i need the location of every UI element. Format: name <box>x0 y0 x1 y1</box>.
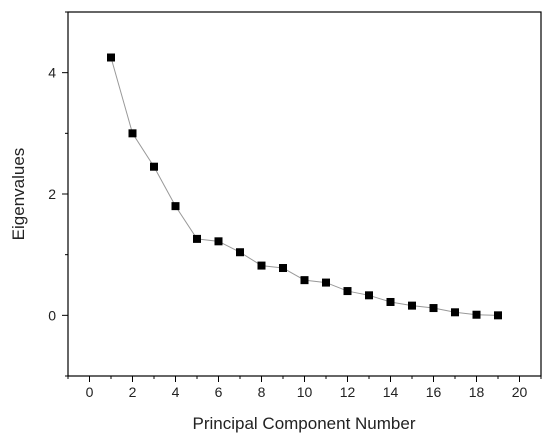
y-axis-ticks: 0 2 4 <box>48 11 68 377</box>
data-point <box>214 237 223 246</box>
data-point <box>408 301 416 310</box>
data-point <box>300 276 309 285</box>
y-tick-label: 0 <box>48 307 56 323</box>
data-point <box>107 53 115 62</box>
x-tick-label: 4 <box>172 384 180 400</box>
x-tick-label: 20 <box>512 384 528 400</box>
data-point <box>236 248 244 257</box>
y-axis-label: Eigenvalues <box>9 148 28 241</box>
x-axis-ticks: 0 2 4 6 8 10 12 14 16 18 20 <box>67 376 542 400</box>
y-tick-label: 2 <box>48 186 56 202</box>
x-axis-label: Principal Component Number <box>193 414 416 433</box>
data-point <box>451 308 459 317</box>
x-tick-label: 18 <box>469 384 485 400</box>
x-tick-label: 10 <box>297 384 313 400</box>
data-point <box>322 278 330 287</box>
data-point <box>128 129 137 138</box>
data-point <box>193 234 201 243</box>
data-point <box>386 297 395 306</box>
data-markers <box>107 53 502 320</box>
x-tick-label: 6 <box>215 384 223 400</box>
data-point <box>343 287 352 296</box>
data-point <box>171 202 180 211</box>
x-tick-label: 16 <box>426 384 442 400</box>
data-point <box>279 264 287 273</box>
data-point <box>429 304 438 313</box>
x-tick-label: 0 <box>86 384 94 400</box>
x-tick-label: 12 <box>340 384 356 400</box>
x-tick-label: 8 <box>258 384 266 400</box>
x-tick-label: 2 <box>129 384 137 400</box>
data-point <box>257 261 266 270</box>
plot-frame <box>67 11 542 377</box>
data-point <box>494 311 502 320</box>
data-point <box>150 162 158 171</box>
data-point <box>472 310 481 319</box>
x-tick-label: 14 <box>383 384 399 400</box>
data-point <box>365 291 373 300</box>
y-tick-label: 4 <box>48 65 56 81</box>
